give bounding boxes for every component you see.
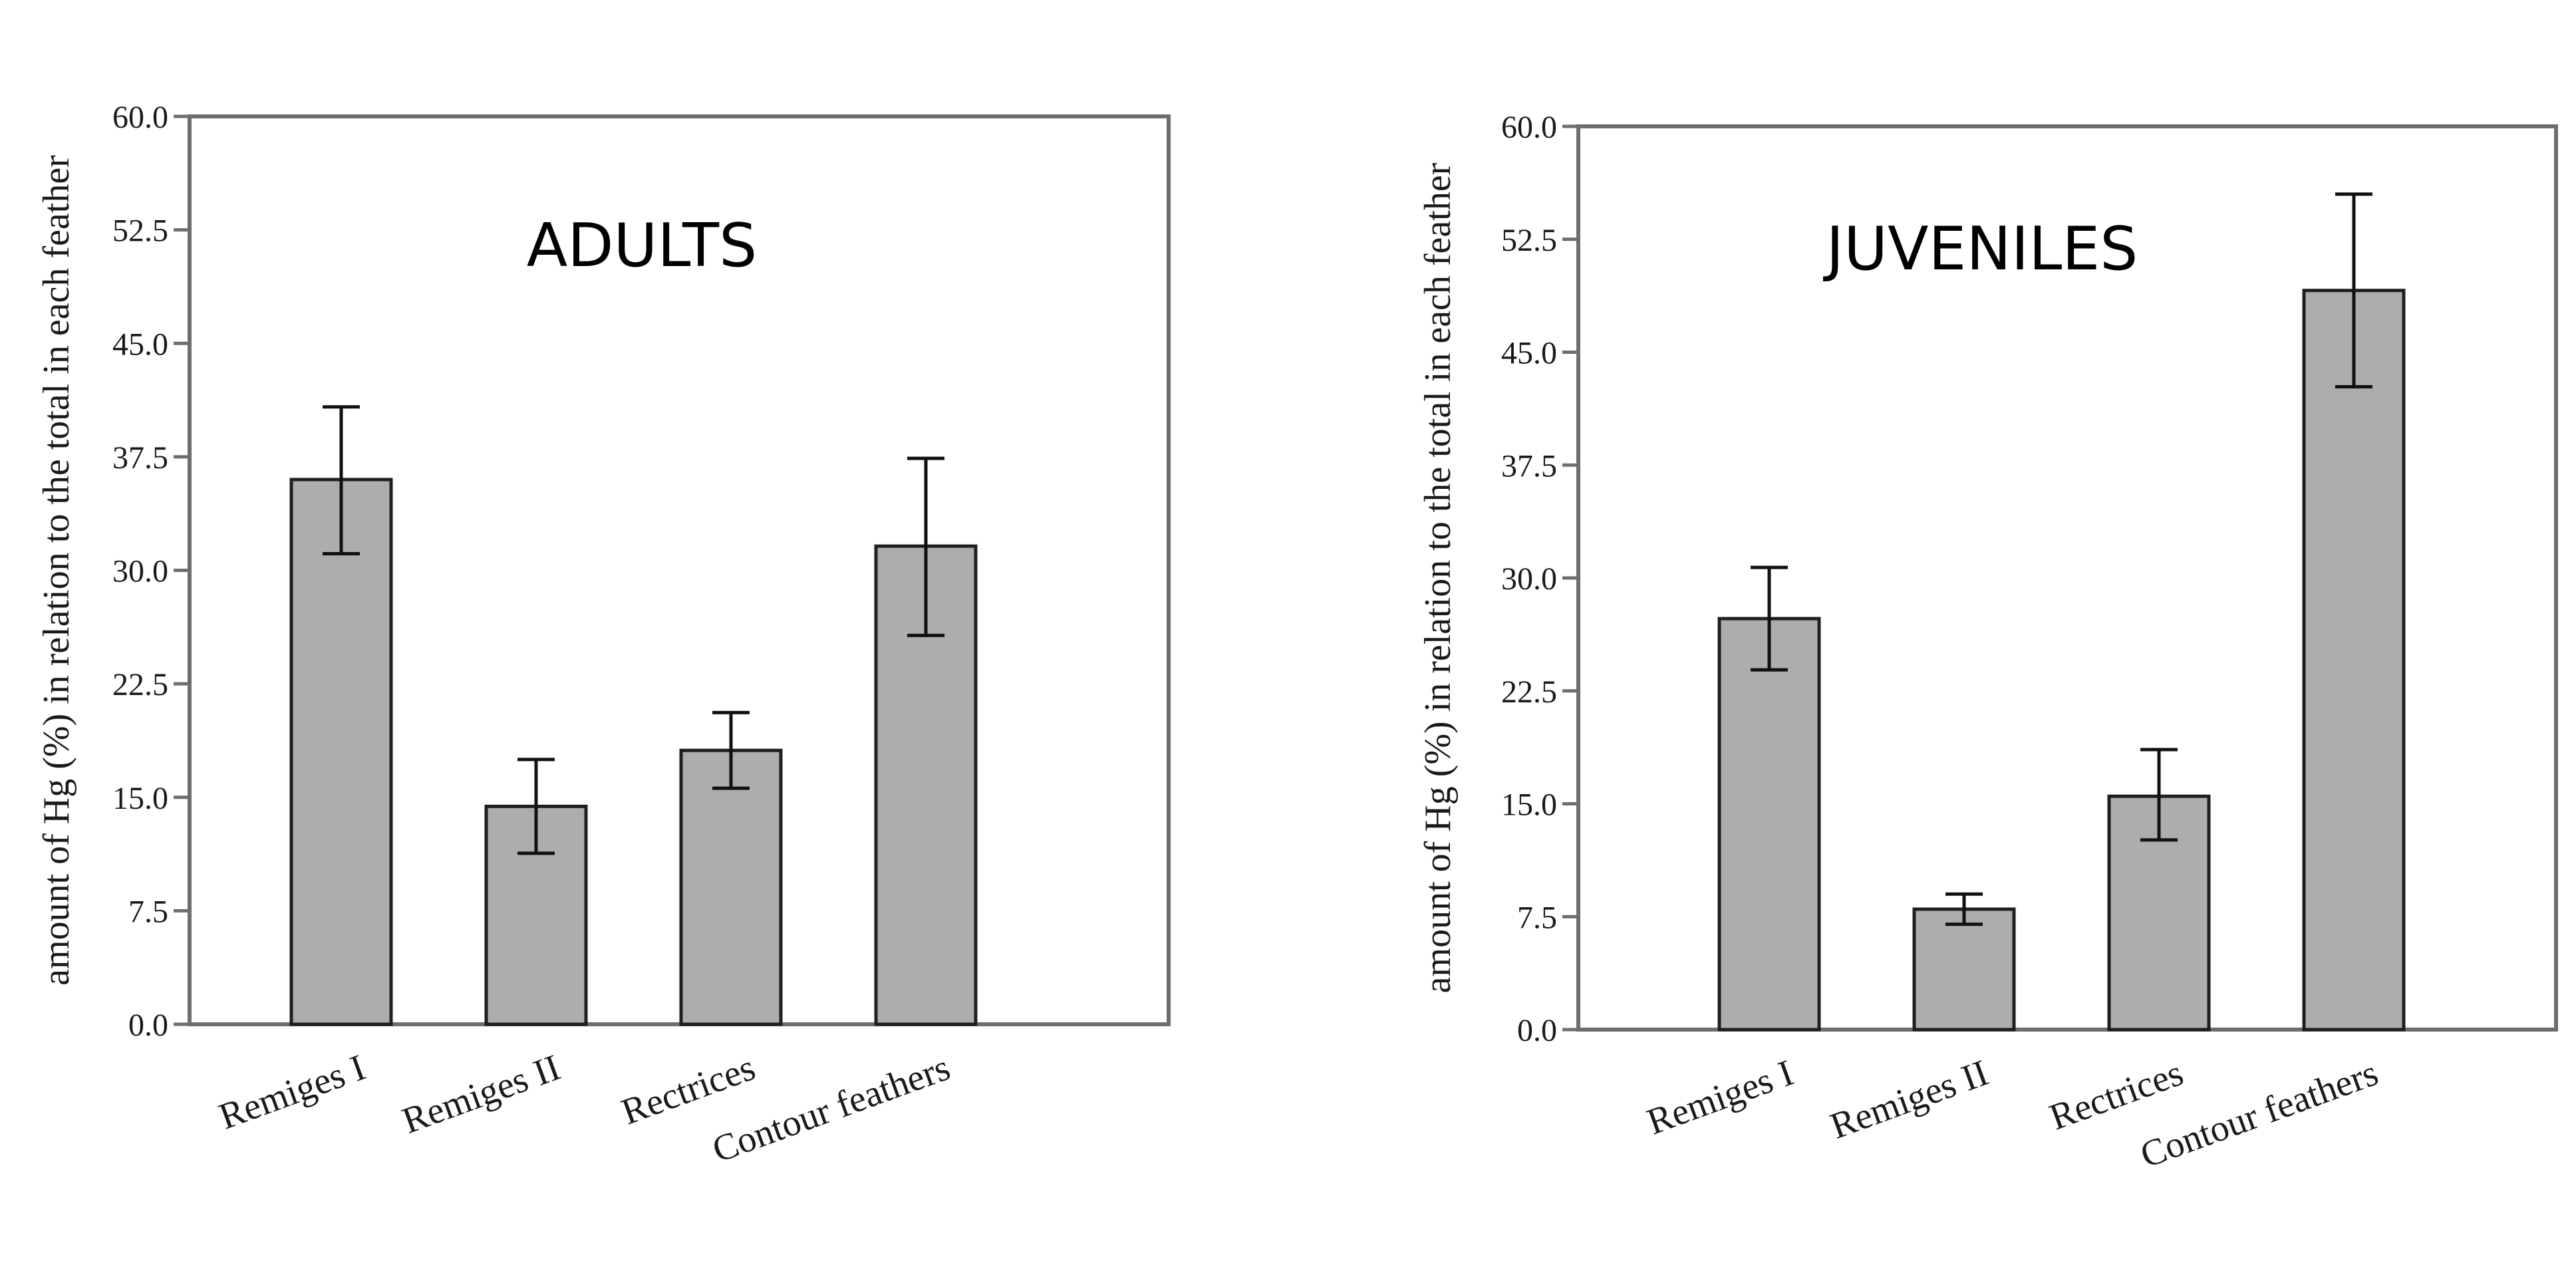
error-bar-remiges-i bbox=[323, 405, 360, 555]
y-tick-label: 15.0 bbox=[1501, 787, 1557, 823]
error-bar-contour-feathers bbox=[2335, 192, 2372, 389]
x-tick-label: Remiges II bbox=[397, 1047, 566, 1142]
y-tick-label: 0.0 bbox=[128, 1008, 168, 1043]
juveniles-chart: 0.0 7.5 15.0 22.5 30.0 37.5 45.0 52.5 60.0 Remige… bbox=[1417, 110, 2558, 1176]
y-tick-label: 60.0 bbox=[1501, 110, 1557, 145]
bar-contour-feathers bbox=[2302, 289, 2406, 1032]
bar-remiges-ii bbox=[1912, 907, 2016, 1032]
error-bar-contour-feathers bbox=[907, 456, 944, 637]
bar-remiges-i bbox=[1717, 617, 1821, 1032]
y-tick-label: 22.5 bbox=[1501, 674, 1557, 710]
error-bar-rectrices bbox=[712, 710, 750, 790]
y-tick-label: 0.0 bbox=[1517, 1013, 1557, 1048]
adults-chart: 0.0 7.5 15.0 22.5 30.0 37.5 45.0 52.5 60.0 Remige… bbox=[36, 100, 1171, 1171]
y-tick-label: 52.5 bbox=[1501, 223, 1557, 258]
y-tick-label: 7.5 bbox=[1517, 900, 1557, 935]
error-bar-remiges-ii bbox=[517, 758, 555, 855]
x-tick-label: Remiges II bbox=[1825, 1052, 1994, 1147]
y-tick-label: 7.5 bbox=[128, 894, 168, 929]
bar-rectrices bbox=[679, 748, 783, 1026]
y-tick-label: 30.0 bbox=[112, 554, 168, 589]
x-tick-label: Remiges I bbox=[1642, 1052, 1798, 1143]
y-tick-label: 45.0 bbox=[1501, 336, 1557, 371]
y-tick-label: 15.0 bbox=[112, 781, 168, 816]
bar-remiges-i bbox=[289, 478, 393, 1026]
y-tick-label: 22.5 bbox=[112, 667, 168, 702]
y-tick-label: 60.0 bbox=[112, 100, 168, 135]
error-bar-remiges-i bbox=[1751, 565, 1788, 672]
error-bar-remiges-ii bbox=[1945, 892, 1983, 926]
y-tick-label: 37.5 bbox=[1501, 448, 1557, 484]
y-axis-title: amount of Hg (%) in relation to the tota… bbox=[1417, 162, 1459, 993]
y-tick-label: 45.0 bbox=[112, 327, 168, 362]
chart-title: JUVENILES bbox=[1823, 214, 2138, 284]
y-tick-label: 37.5 bbox=[112, 440, 168, 476]
x-tick-label: Remiges I bbox=[214, 1047, 370, 1137]
y-tick-label: 30.0 bbox=[1501, 561, 1557, 597]
y-axis-title: amount of Hg (%) in relation to the tota… bbox=[36, 155, 77, 986]
error-bar-rectrices bbox=[2140, 748, 2178, 842]
chart-title: ADULTS bbox=[527, 211, 758, 281]
y-tick-label: 52.5 bbox=[112, 214, 168, 249]
